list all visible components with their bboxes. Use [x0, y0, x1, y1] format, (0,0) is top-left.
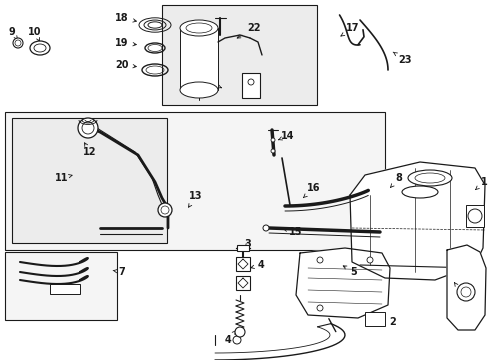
Ellipse shape: [30, 41, 50, 55]
Text: 9: 9: [9, 27, 18, 40]
Bar: [5, 252, 117, 320]
Circle shape: [316, 305, 323, 311]
Polygon shape: [295, 248, 389, 318]
Ellipse shape: [180, 82, 218, 98]
Circle shape: [467, 209, 481, 223]
Text: 14: 14: [278, 131, 294, 141]
Text: 4: 4: [250, 260, 264, 270]
Circle shape: [247, 79, 253, 85]
Text: 23: 23: [392, 52, 411, 65]
Bar: [162, 5, 316, 105]
Text: 5: 5: [343, 266, 357, 277]
Text: 11: 11: [55, 173, 72, 183]
Text: 1: 1: [475, 177, 487, 190]
Bar: [236, 257, 249, 271]
Bar: [236, 276, 249, 290]
Text: 3: 3: [244, 239, 251, 249]
Circle shape: [366, 257, 372, 263]
Circle shape: [316, 257, 323, 263]
Text: 16: 16: [303, 183, 320, 198]
Bar: [242, 73, 260, 98]
Bar: [465, 205, 483, 227]
Circle shape: [270, 138, 274, 142]
Bar: [50, 284, 80, 294]
Text: 7: 7: [113, 267, 125, 277]
Ellipse shape: [401, 186, 437, 198]
Bar: [5, 112, 384, 250]
Bar: [364, 312, 384, 326]
Circle shape: [232, 336, 241, 344]
Circle shape: [270, 149, 274, 153]
Circle shape: [13, 38, 23, 48]
Text: 22: 22: [237, 23, 260, 38]
Polygon shape: [349, 162, 484, 280]
Text: 17: 17: [340, 23, 359, 36]
Circle shape: [15, 40, 21, 46]
Text: 6: 6: [453, 283, 465, 298]
Ellipse shape: [78, 118, 98, 138]
Text: 4: 4: [224, 330, 236, 345]
Text: 19: 19: [115, 38, 136, 48]
Text: 10: 10: [28, 27, 41, 41]
Circle shape: [456, 283, 474, 301]
Bar: [237, 245, 248, 251]
Bar: [12, 118, 167, 243]
Circle shape: [263, 225, 268, 231]
Text: 20: 20: [115, 60, 136, 70]
Ellipse shape: [407, 170, 451, 186]
Text: 2: 2: [376, 317, 396, 327]
Ellipse shape: [185, 23, 212, 33]
Text: 18: 18: [115, 13, 136, 23]
Ellipse shape: [34, 44, 46, 52]
Text: 8: 8: [390, 173, 402, 187]
Text: 15: 15: [283, 227, 302, 237]
Text: 13: 13: [188, 191, 203, 207]
Text: 12: 12: [83, 143, 97, 157]
Circle shape: [158, 203, 172, 217]
Bar: [180, 28, 218, 90]
Circle shape: [460, 287, 470, 297]
Text: 21: 21: [205, 79, 221, 89]
Ellipse shape: [180, 20, 218, 36]
Circle shape: [235, 327, 244, 337]
Polygon shape: [446, 245, 485, 330]
